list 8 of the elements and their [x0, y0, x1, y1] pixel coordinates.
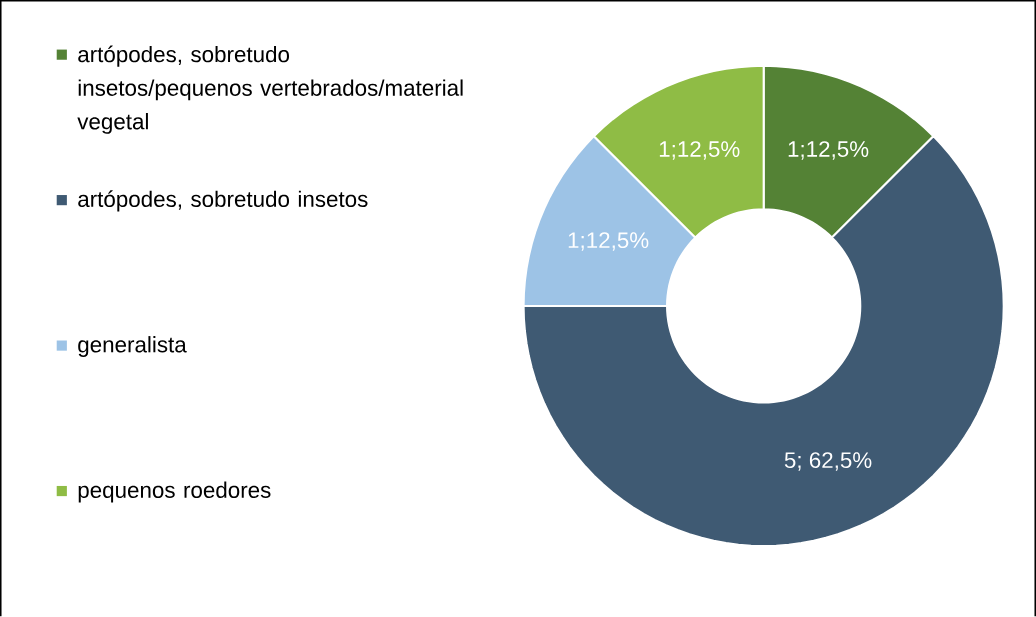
legend-label: pequenos roedores	[78, 481, 271, 503]
data-label: 5; 62,5%	[784, 452, 872, 471]
data-label: 1;12,5%	[568, 232, 649, 251]
data-label: 1;12,5%	[659, 141, 740, 160]
legend-label: generalista	[78, 336, 187, 357]
legend-label: artópodes, sobretudo insetos/pequenos vertebrados/material vegetal	[77, 45, 463, 134]
data-label: 1;12,5%	[788, 141, 869, 160]
legend-label: artópodes, sobretudo insetos	[78, 190, 368, 212]
